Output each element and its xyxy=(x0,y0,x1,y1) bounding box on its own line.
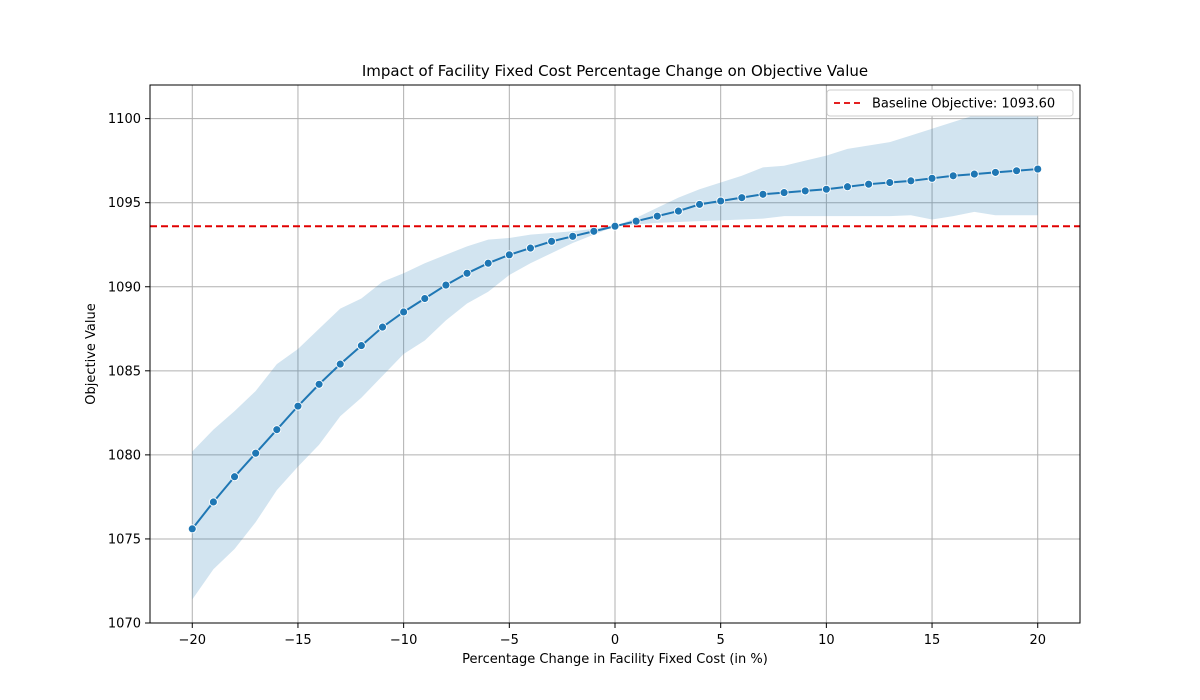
data-point xyxy=(504,250,514,260)
data-point xyxy=(441,280,451,290)
data-point xyxy=(272,425,282,435)
data-point xyxy=(652,211,662,221)
y-tick-label: 1085 xyxy=(108,364,141,379)
data-point xyxy=(1012,166,1022,176)
x-tick-label: −15 xyxy=(284,633,311,648)
data-point xyxy=(314,379,324,389)
data-point xyxy=(864,179,874,189)
data-point xyxy=(885,178,895,187)
data-point xyxy=(208,497,218,507)
data-point xyxy=(251,448,261,458)
data-point xyxy=(906,176,916,186)
axis-ticks: −20 −15 −10 −5 0 5 10 15 20 1070 1075 1080 1085 1090 1… xyxy=(108,112,1046,648)
x-tick-label: 5 xyxy=(717,633,725,648)
data-point xyxy=(568,231,578,241)
x-tick-label: 0 xyxy=(611,633,619,648)
x-tick-label: 20 xyxy=(1029,633,1046,648)
data-point xyxy=(547,236,557,246)
y-tick-label: 1080 xyxy=(108,448,141,463)
data-point xyxy=(483,258,493,268)
data-point xyxy=(1033,164,1043,174)
data-point xyxy=(399,307,409,317)
data-point xyxy=(526,243,535,253)
y-tick-label: 1090 xyxy=(108,280,141,295)
y-tick-label: 1070 xyxy=(108,617,141,632)
x-tick-label: 10 xyxy=(818,633,835,648)
y-tick-label: 1075 xyxy=(108,532,141,547)
x-tick-label: −20 xyxy=(179,633,206,648)
y-tick-label: 1100 xyxy=(108,112,141,127)
data-point xyxy=(378,322,387,332)
data-point xyxy=(673,206,683,216)
confidence-band xyxy=(192,113,1038,600)
data-point xyxy=(948,171,958,181)
data-point xyxy=(927,173,937,183)
data-point xyxy=(969,169,979,179)
legend-box xyxy=(826,89,1074,117)
y-tick-label: 1095 xyxy=(108,196,141,211)
data-point xyxy=(716,196,726,206)
data-point xyxy=(589,226,599,236)
series-markers xyxy=(187,164,1043,534)
data-point xyxy=(991,167,1000,177)
data-point xyxy=(293,401,303,411)
data-point xyxy=(335,359,345,369)
confidence-band-layer xyxy=(192,113,1038,600)
data-point xyxy=(695,199,704,209)
data-point xyxy=(610,221,620,231)
x-tick-label: −10 xyxy=(390,633,417,648)
data-point xyxy=(779,188,789,198)
legend: Baseline Objective: 1093.60 xyxy=(826,89,1074,117)
data-point xyxy=(230,472,239,482)
chart-title: Impact of Facility Fixed Cost Percentage… xyxy=(362,62,868,80)
data-point xyxy=(420,294,430,303)
data-point xyxy=(758,189,768,199)
data-point xyxy=(631,216,641,226)
x-tick-label: −5 xyxy=(500,633,519,648)
y-axis-label: Objective Value xyxy=(84,303,99,404)
x-axis-label: Percentage Change in Facility Fixed Cost… xyxy=(462,652,768,667)
data-point xyxy=(843,182,852,192)
data-point xyxy=(737,193,747,203)
data-point xyxy=(356,341,366,351)
data-point xyxy=(187,524,197,534)
data-point xyxy=(821,184,831,194)
data-point xyxy=(800,186,810,196)
data-point xyxy=(462,268,472,278)
legend-baseline-label: Baseline Objective: 1093.60 xyxy=(872,97,1055,112)
x-tick-label: 15 xyxy=(924,633,941,648)
